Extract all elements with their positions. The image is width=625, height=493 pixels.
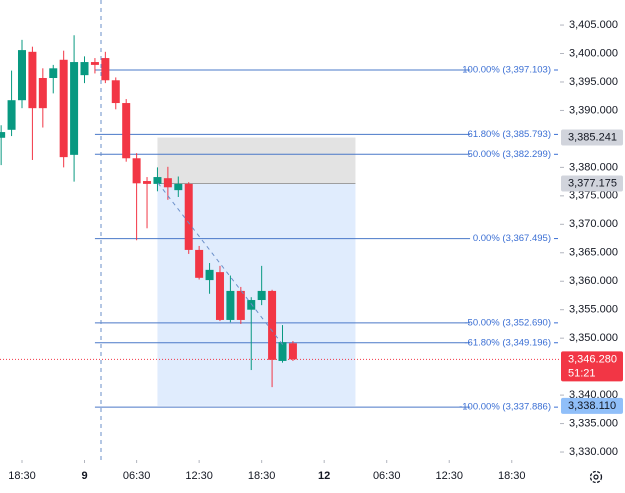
fib-label: 61.80% (3,385.793) <box>468 129 551 140</box>
candle-body <box>163 178 172 188</box>
stop-badge-label: 3,385.241 <box>568 131 617 143</box>
y-tick-label: 3,370.000 <box>569 218 618 230</box>
y-tick-label: 3,380.000 <box>569 161 618 173</box>
fib-label: 100.00% (3,397.103) <box>462 65 551 76</box>
candle-body <box>247 300 256 310</box>
fib-label: 50.00% (3,382.299) <box>468 149 551 160</box>
candle-body <box>174 183 183 191</box>
candle-body <box>49 68 58 78</box>
x-tick-label: 12:30 <box>185 470 213 482</box>
fib-label: -50.00% (3,352.690) <box>464 317 551 328</box>
x-tick-label: 12 <box>318 470 330 482</box>
candle-body <box>17 50 26 101</box>
candle-body <box>143 181 152 184</box>
candle-body <box>7 100 16 130</box>
candle-body <box>80 62 89 76</box>
target-badge-label: 3,338.110 <box>568 400 616 412</box>
candle-body <box>268 290 277 360</box>
candle-body <box>226 290 235 320</box>
candles-layer <box>0 35 297 388</box>
fib-label: -100.00% (3,337.886) <box>459 402 551 413</box>
candle-body <box>0 132 6 138</box>
trade-path-line <box>157 182 284 346</box>
candle-body <box>195 249 204 278</box>
y-tick-label: 3,405.000 <box>569 19 618 31</box>
y-tick-label: 3,400.000 <box>569 47 618 59</box>
y-tick-label: 3,330.000 <box>569 446 618 458</box>
y-tick-label: 3,335.000 <box>569 417 618 429</box>
gear-outline[interactable] <box>589 470 603 484</box>
candle-body <box>288 343 297 360</box>
candle-body <box>236 290 245 320</box>
x-tick-label: 9 <box>81 470 87 482</box>
last-price-badge <box>561 351 623 382</box>
y-tick-label: 3,375.000 <box>569 190 618 202</box>
candle-body <box>278 342 287 361</box>
y-tick-label: 3,390.000 <box>569 104 618 116</box>
candle-body <box>132 158 141 184</box>
candle-body <box>257 290 266 301</box>
candle-body <box>184 183 193 250</box>
y-tick-label: 3,355.000 <box>569 304 618 316</box>
candle-body <box>111 80 120 104</box>
y-tick-label: 3,350.000 <box>569 332 618 344</box>
x-tick-label: 12:30 <box>435 470 463 482</box>
candle-body <box>28 51 37 109</box>
y-tick-label: 3,360.000 <box>569 275 618 287</box>
entry-badge-label: 3,377.175 <box>568 177 617 189</box>
x-tick-label: 18:30 <box>248 470 276 482</box>
candle-body <box>122 103 131 159</box>
x-tick-label: 06:30 <box>123 470 151 482</box>
candle-body <box>70 62 79 155</box>
stop-zone <box>157 137 356 184</box>
settings-icon[interactable] <box>589 470 603 484</box>
candle-body <box>101 58 110 81</box>
candle-body <box>205 269 214 281</box>
fib-label: -61.80% (3,349.196) <box>464 337 551 348</box>
fib-label: 0.00% (3,367.495) <box>473 233 551 244</box>
candle-body <box>59 59 68 158</box>
x-tick-label: 06:30 <box>373 470 401 482</box>
candle-body <box>38 77 47 109</box>
stop-badge <box>561 129 623 146</box>
y-tick-label: 3,395.000 <box>569 76 618 88</box>
gear-center[interactable] <box>593 474 599 480</box>
x-tick-label: 18:30 <box>8 470 36 482</box>
candle-body <box>215 272 224 320</box>
x-tick-label: 18:30 <box>498 470 526 482</box>
candle-body <box>153 177 162 184</box>
candle-body <box>90 62 99 65</box>
last-price-badge-label: 3,346.280 <box>568 353 617 365</box>
entry-badge <box>561 175 623 192</box>
target-badge <box>561 397 623 414</box>
overlay-layer: 100.00% (3,397.103) 61.80% (3,385.793) 50.… <box>8 19 623 482</box>
y-tick-label: 3,365.000 <box>569 247 618 259</box>
countdown-label: 51:21 <box>568 367 596 379</box>
